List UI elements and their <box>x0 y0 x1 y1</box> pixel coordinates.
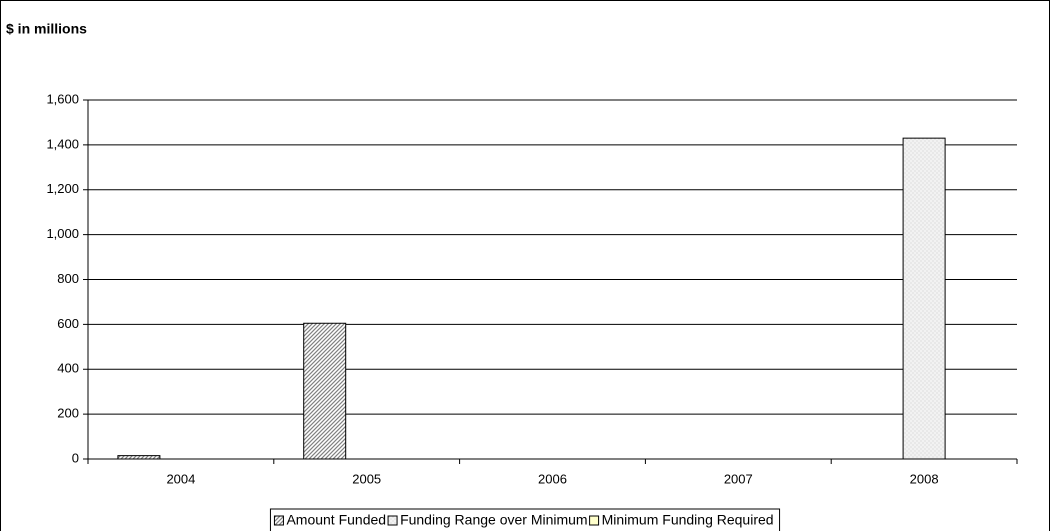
y-tick-label: 1,600 <box>46 91 79 106</box>
bar <box>117 455 161 460</box>
legend-swatch <box>589 515 600 526</box>
x-tick-label: 2007 <box>724 471 753 486</box>
legend-label: Amount Funded <box>286 512 386 528</box>
legend-swatch <box>273 515 284 526</box>
legend-label: Funding Range over Minimum <box>400 512 588 528</box>
y-tick-label: 0 <box>72 450 79 465</box>
x-tick-label: 2006 <box>538 471 567 486</box>
y-tick-label: 1,200 <box>46 181 79 196</box>
y-tick-label: 600 <box>57 316 79 331</box>
y-tick-label: 200 <box>57 406 79 421</box>
y-tick-label: 1,000 <box>46 226 79 241</box>
y-tick-label: 400 <box>57 361 79 376</box>
legend-box <box>269 508 781 531</box>
bar <box>303 322 347 460</box>
legend-label: Minimum Funding Required <box>602 512 774 528</box>
y-tick-label: 1,400 <box>46 136 79 151</box>
y-tick-label: 800 <box>57 271 79 286</box>
legend: Amount Funded Funding Range over Minimum M… <box>269 508 781 531</box>
bar <box>902 137 946 460</box>
legend-swatch <box>387 515 398 526</box>
x-tick-label: 2008 <box>910 471 939 486</box>
x-tick-label: 2004 <box>166 471 195 486</box>
x-tick-label: 2005 <box>352 471 381 486</box>
chart-title: $ in millions <box>6 21 87 37</box>
